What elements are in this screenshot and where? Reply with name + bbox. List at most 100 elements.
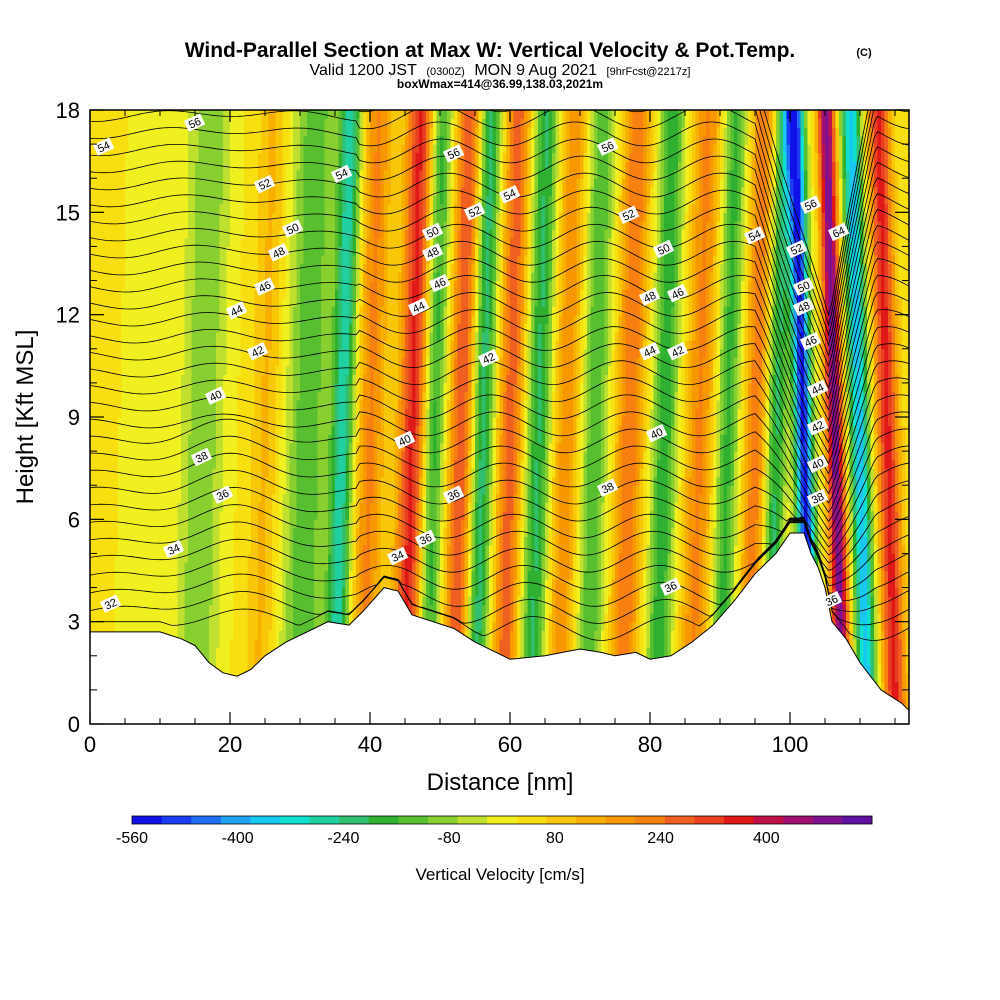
velocity-cell (426, 306, 431, 358)
velocity-cell (454, 459, 459, 724)
velocity-cell (555, 579, 560, 724)
velocity-cell (345, 579, 350, 640)
velocity-cell (611, 110, 616, 230)
velocity-cell (856, 229, 861, 290)
velocity-cell (821, 408, 826, 478)
velocity-cell (244, 110, 249, 691)
velocity-cell (807, 255, 812, 299)
velocity-cell (667, 110, 672, 444)
velocity-cell (846, 425, 851, 469)
velocity-cell (723, 306, 728, 435)
velocity-cell (265, 476, 270, 724)
velocity-cell (877, 613, 882, 665)
velocity-cell (426, 408, 431, 469)
velocity-cell (846, 502, 851, 537)
velocity-cell (363, 178, 368, 265)
velocity-cell (797, 127, 802, 179)
velocity-cell (202, 110, 207, 724)
y-axis-label: Height [Kft MSL] (12, 330, 39, 505)
velocity-cell (625, 161, 630, 290)
velocity-cell (863, 536, 868, 724)
velocity-cell (653, 110, 658, 171)
velocity-cell (454, 110, 459, 128)
velocity-cell (317, 110, 322, 392)
velocity-cell (786, 186, 791, 213)
velocity-cell (520, 118, 525, 230)
contour-label-text: 48 (642, 290, 658, 306)
velocity-cell (520, 391, 525, 461)
velocity-cell (828, 135, 833, 179)
velocity-cell (436, 272, 441, 341)
velocity-cell (849, 476, 854, 512)
velocity-cell (524, 110, 529, 179)
velocity-cell (828, 468, 833, 495)
velocity-cell (468, 596, 473, 648)
velocity-cell (660, 212, 665, 333)
velocity-cell (478, 459, 483, 631)
theta-contour (763, 110, 869, 317)
velocity-cell (552, 229, 557, 307)
velocity-cell (618, 425, 623, 554)
velocity-cell (496, 212, 501, 282)
velocity-cell (454, 127, 459, 205)
velocity-cell (870, 127, 875, 188)
velocity-cell (895, 451, 900, 512)
velocity-cell (583, 110, 588, 154)
velocity-cell (349, 502, 354, 572)
colorbar-tick-label: 400 (753, 830, 780, 847)
velocity-cell (804, 399, 809, 461)
velocity-cell (475, 127, 480, 188)
velocity-cell (769, 323, 774, 375)
contour-label-bg (99, 594, 122, 613)
colorbar-swatch (220, 816, 251, 824)
velocity-cell (884, 570, 889, 640)
velocity-cell (825, 220, 830, 273)
velocity-cell (863, 348, 868, 392)
velocity-cell (779, 442, 784, 520)
velocity-cell (695, 110, 700, 213)
velocity-cell (443, 306, 448, 384)
velocity-cell (296, 169, 301, 401)
contour-label-text: 46 (257, 279, 273, 295)
contour-label: 46 (428, 273, 451, 293)
velocity-cell (646, 544, 651, 648)
velocity-cell (615, 110, 620, 213)
contour-label: 50 (281, 219, 304, 238)
contour-label-bg (211, 485, 234, 504)
velocity-cell (734, 220, 739, 358)
velocity-cell (860, 408, 865, 623)
velocity-cell (251, 110, 256, 427)
velocity-cell (408, 186, 413, 282)
velocity-cell (793, 417, 798, 452)
velocity-cell (632, 110, 637, 486)
contour-label: 44 (638, 342, 661, 361)
velocity-cell (629, 152, 634, 623)
velocity-cell (482, 169, 487, 230)
velocity-cell (744, 237, 749, 324)
contour-label-bg (666, 342, 689, 361)
velocity-cell (482, 229, 487, 333)
velocity-cell (800, 442, 805, 503)
velocity-cell (237, 110, 242, 375)
contour-label: 50 (792, 277, 815, 296)
colorbar-swatch (605, 816, 636, 824)
colorbar-frame (131, 815, 873, 825)
y-tick-label: 6 (68, 507, 80, 532)
velocity-cell (849, 391, 854, 435)
velocity-cell (559, 442, 564, 724)
velocity-cell (744, 144, 749, 239)
velocity-cell (881, 442, 886, 512)
velocity-cell (328, 110, 333, 435)
velocity-cell (622, 417, 627, 724)
velocity-cell (475, 382, 480, 435)
velocity-cell (905, 110, 909, 554)
theta-contour (90, 189, 909, 400)
valid-time: Valid 1200 JST (310, 62, 418, 79)
velocity-cell (356, 527, 361, 640)
velocity-cell (720, 178, 725, 265)
velocity-cell (636, 357, 641, 486)
velocity-cell (762, 348, 767, 418)
velocity-cell (741, 186, 746, 282)
contour-label-text: 42 (670, 344, 686, 360)
velocity-cell (580, 178, 585, 290)
